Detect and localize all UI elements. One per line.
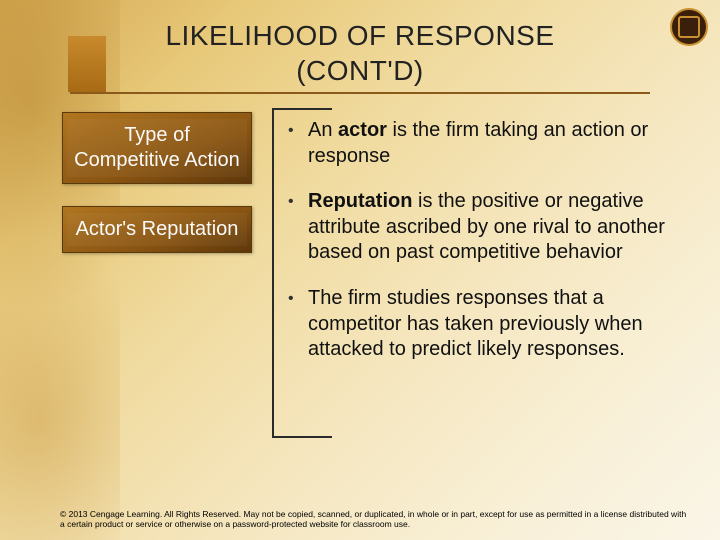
bracket-top <box>272 108 332 110</box>
box-actors-reputation: Actor's Reputation <box>62 206 252 253</box>
bullet-item: • The firm studies responses that a comp… <box>288 286 694 363</box>
title-line-1: LIKELIHOOD OF RESPONSE <box>165 20 554 51</box>
bullet-dot-icon: • <box>288 189 308 212</box>
bullet-text: An actor is the firm taking an action or… <box>308 118 694 169</box>
bullet-list: • An actor is the firm taking an action … <box>288 118 694 383</box>
title-underline <box>70 92 650 94</box>
title-line-2: (CONT'D) <box>296 55 424 86</box>
box-type-of-action: Type of Competitive Action <box>62 112 252 184</box>
corner-logo <box>670 8 708 46</box>
slide-title: LIKELIHOOD OF RESPONSE (CONT'D) <box>0 18 720 88</box>
bullet-text: Reputation is the positive or negative a… <box>308 189 694 266</box>
bracket-vertical <box>272 108 274 438</box>
left-boxes-container: Type of Competitive Action Actor's Reput… <box>62 112 252 275</box>
bullet-item: • Reputation is the positive or negative… <box>288 189 694 266</box>
copyright-footer: © 2013 Cengage Learning. All Rights Rese… <box>60 509 690 530</box>
box-label: Type of Competitive Action <box>67 119 247 177</box>
slide: LIKELIHOOD OF RESPONSE (CONT'D) Type of … <box>0 0 720 540</box>
bracket-bottom <box>272 436 332 438</box>
box-label: Actor's Reputation <box>67 213 247 246</box>
logo-glyph <box>678 16 700 38</box>
bullet-dot-icon: • <box>288 286 308 309</box>
bullet-item: • An actor is the firm taking an action … <box>288 118 694 169</box>
bullet-text: The firm studies responses that a compet… <box>308 286 694 363</box>
bullet-dot-icon: • <box>288 118 308 141</box>
